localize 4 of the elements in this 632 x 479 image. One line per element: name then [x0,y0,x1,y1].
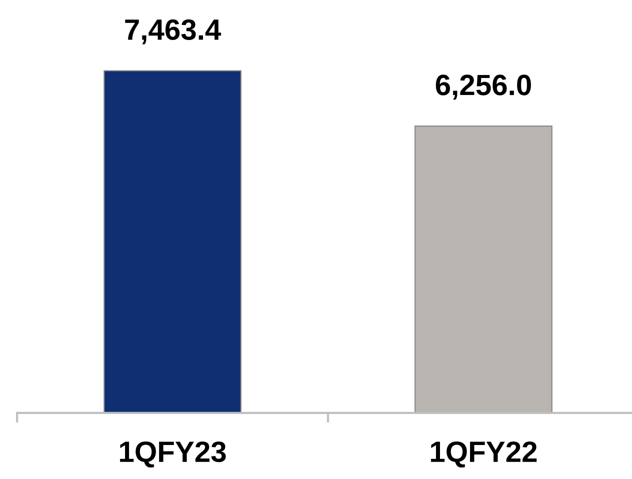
x-tick-label: 1QFY22 [431,441,537,468]
data-label: 6,256.0 [436,74,531,100]
data-label: 7,463.4 [125,19,222,44]
x-tick-label: 1QFY23 [120,441,226,468]
